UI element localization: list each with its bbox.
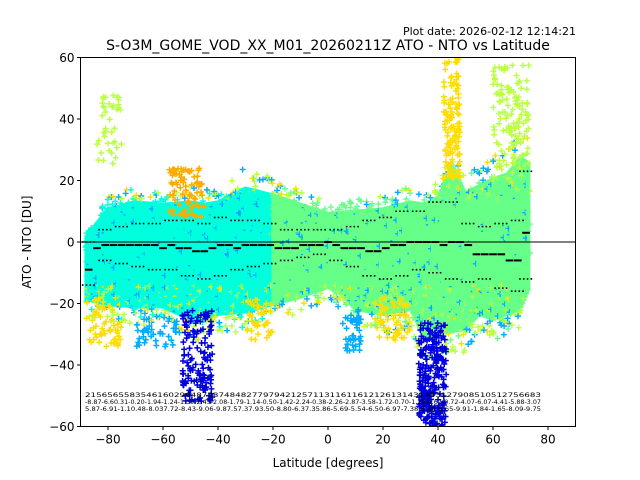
axes: −80 −60 −40 −20 0 20 40 60 80 −60 −40 −20 0 20 40 60: [49, 51, 576, 447]
x-tick-label: 80: [540, 433, 555, 447]
y-tick-label: −40: [49, 359, 74, 373]
chart-title: S-O3M_GOME_VOD_XX_M01_20260211Z ATO - NT…: [106, 38, 550, 54]
y-tick-label: 20: [59, 174, 74, 188]
x-tick-label: 60: [485, 433, 500, 447]
y-tick-label: 0: [67, 236, 75, 250]
x-tick-label: 20: [375, 433, 390, 447]
x-tick-label: −80: [95, 433, 120, 447]
plot-area: [80, 57, 576, 427]
bin-stats-means-row: -8.87-6.60.31-0.20-1.94-1.24-1.50-2.45-2…: [85, 398, 541, 406]
y-tick-label: −20: [49, 297, 74, 311]
y-axis-label: ATO - NTO [DU]: [20, 196, 34, 289]
outlier-points: [83, 57, 532, 427]
y-tick-label: 60: [59, 51, 74, 65]
x-tick-label: 40: [430, 433, 445, 447]
plot-date: Plot date: 2026-02-12 12:14:21: [403, 25, 576, 38]
bin-stats-counts-row: 2156565583546160296487387484827797942125…: [85, 391, 541, 399]
x-axis-label: Latitude [degrees]: [273, 456, 384, 470]
x-tick-label: −40: [205, 433, 230, 447]
x-tick-label: 0: [324, 433, 332, 447]
x-tick-label: −20: [260, 433, 285, 447]
scatter-point-cloud: [82, 132, 534, 362]
y-tick-label: 40: [59, 113, 74, 127]
x-tick-label: −60: [150, 433, 175, 447]
bin-stats-stds-row: 5.87-6.91-1.10.48-8.037.72-8.43-9.06-9.8…: [85, 405, 541, 413]
y-tick-label: −60: [49, 420, 74, 434]
bin-statistics-rows: 2156565583546160296487387484827797942125…: [85, 391, 541, 413]
